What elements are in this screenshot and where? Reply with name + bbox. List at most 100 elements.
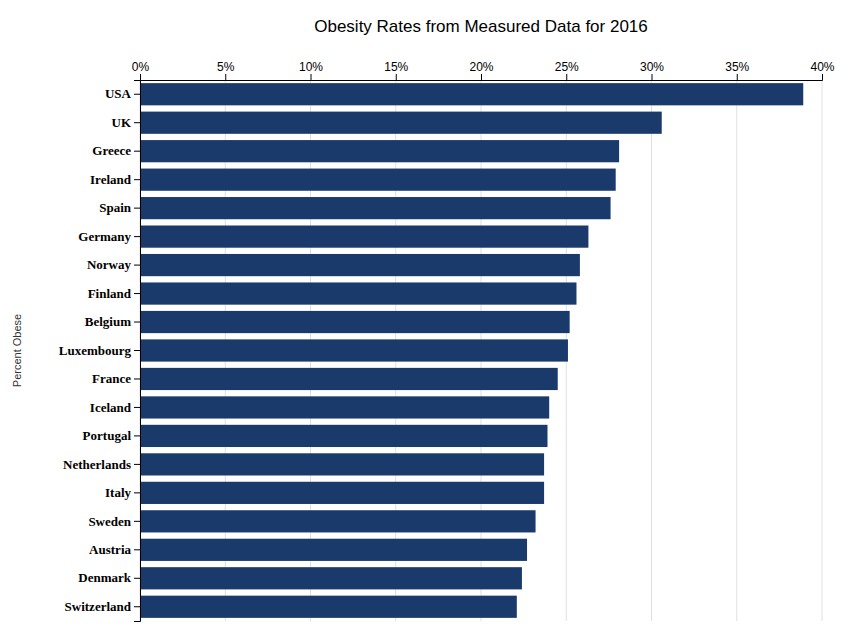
y-tick-mark (134, 378, 140, 379)
bar (140, 197, 611, 219)
bar (140, 83, 803, 105)
bar (140, 282, 576, 304)
y-tick: UK (112, 115, 141, 130)
y-tick-mark (134, 350, 140, 351)
y-tick: Finland (88, 286, 140, 301)
y-tick-mark (134, 578, 140, 579)
x-axis: 0% 5% 10% 15% 20% 25% 30% 35% 40% (132, 60, 835, 81)
bar (140, 112, 662, 134)
y-tick-label: Italy (105, 485, 132, 500)
y-tick-mark (134, 265, 140, 266)
x-tick: 0% (132, 60, 150, 80)
y-tick-mark (134, 94, 140, 95)
y-tick: Iceland (90, 400, 140, 415)
x-axis-line (141, 74, 823, 81)
grid-line (822, 80, 823, 621)
y-tick-label: France (92, 371, 131, 386)
y-axis-line (134, 81, 141, 622)
y-tick-mark (134, 407, 140, 408)
x-tick-label: 5% (217, 60, 235, 74)
y-tick-mark (134, 492, 140, 493)
bar (140, 482, 544, 504)
y-tick-mark (134, 122, 140, 123)
x-tick-mark (566, 74, 567, 80)
x-tick: 30% (640, 60, 664, 80)
grid-line (651, 80, 652, 621)
y-tick-label: Portugal (83, 428, 132, 443)
y-tick: USA (105, 86, 140, 101)
bar (140, 311, 570, 333)
y-tick: France (92, 371, 140, 386)
y-tick-label: Austria (89, 542, 131, 557)
y-axis-title: Percent Obese (11, 314, 23, 387)
y-tick-mark (134, 322, 140, 323)
x-tick-label: 35% (725, 60, 749, 74)
y-tick-label: Germany (78, 229, 131, 244)
y-tick-label: Luxembourg (59, 343, 132, 358)
y-tick-mark (134, 521, 140, 522)
x-tick-label: 20% (469, 60, 493, 74)
x-tick-label: 10% (299, 60, 323, 74)
y-tick: Greece (92, 143, 140, 158)
bar (140, 339, 568, 361)
x-tick-label: 0% (132, 60, 150, 74)
y-tick-label: Denmark (78, 570, 131, 585)
bar (140, 510, 536, 532)
y-tick: Luxembourg (59, 343, 140, 358)
x-tick-label: 15% (384, 60, 408, 74)
bar (140, 226, 588, 248)
y-tick: Denmark (78, 570, 140, 585)
x-tick-mark (737, 74, 738, 80)
x-tick-label: 25% (555, 60, 579, 74)
y-axis: Switzerland Denmark Austria Sweden Italy Neth… (59, 81, 141, 622)
y-tick: Portugal (83, 428, 140, 443)
y-tick-label: USA (105, 86, 132, 101)
y-tick-mark (134, 151, 140, 152)
chart: 0% 5% 10% 15% 20% 25% 30% 35% 40% Switzerland Denm… (0, 0, 858, 641)
grid (140, 80, 822, 621)
y-tick-mark (134, 435, 140, 436)
bar (140, 425, 547, 447)
bar (140, 596, 517, 618)
x-tick: 15% (384, 60, 408, 80)
x-tick: 10% (299, 60, 323, 80)
y-tick: Belgium (85, 314, 140, 329)
y-tick-label: UK (112, 115, 132, 130)
y-tick: Italy (105, 485, 140, 500)
bars (140, 83, 803, 618)
y-tick-label: Iceland (90, 400, 132, 415)
bar (140, 539, 527, 561)
x-tick: 25% (555, 60, 579, 80)
y-tick-label: Finland (88, 286, 132, 301)
x-tick: 5% (217, 60, 235, 80)
x-tick-mark (225, 74, 226, 80)
y-tick-label: Norway (87, 257, 132, 272)
bar (140, 453, 544, 475)
y-tick-label: Spain (99, 200, 132, 215)
x-tick-mark (140, 74, 141, 80)
bar (140, 169, 616, 191)
y-tick: Germany (78, 229, 140, 244)
title: Obesity Rates from Measured Data for 201… (314, 17, 648, 36)
y-tick-label: Greece (92, 143, 131, 158)
y-tick: Switzerland (65, 599, 140, 614)
y-tick: Austria (89, 542, 140, 557)
y-tick-label: Ireland (90, 172, 132, 187)
x-tick: 20% (469, 60, 493, 80)
x-tick-label: 30% (640, 60, 664, 74)
x-tick-mark (652, 74, 653, 80)
x-tick-mark (481, 74, 482, 80)
y-tick-label: Netherlands (63, 457, 131, 472)
y-tick: Sweden (88, 514, 140, 529)
x-tick-label: 40% (810, 60, 834, 74)
y-tick-mark (134, 606, 140, 607)
y-tick-mark (134, 293, 140, 294)
y-tick: Ireland (90, 172, 140, 187)
x-tick: 35% (725, 60, 749, 80)
x-tick-mark (311, 74, 312, 80)
y-tick: Netherlands (63, 457, 140, 472)
y-tick-mark (134, 464, 140, 465)
bar (140, 140, 619, 162)
y-tick-mark (134, 236, 140, 237)
plot: 0% 5% 10% 15% 20% 25% 30% 35% 40% Switzerland Denm… (11, 60, 835, 622)
